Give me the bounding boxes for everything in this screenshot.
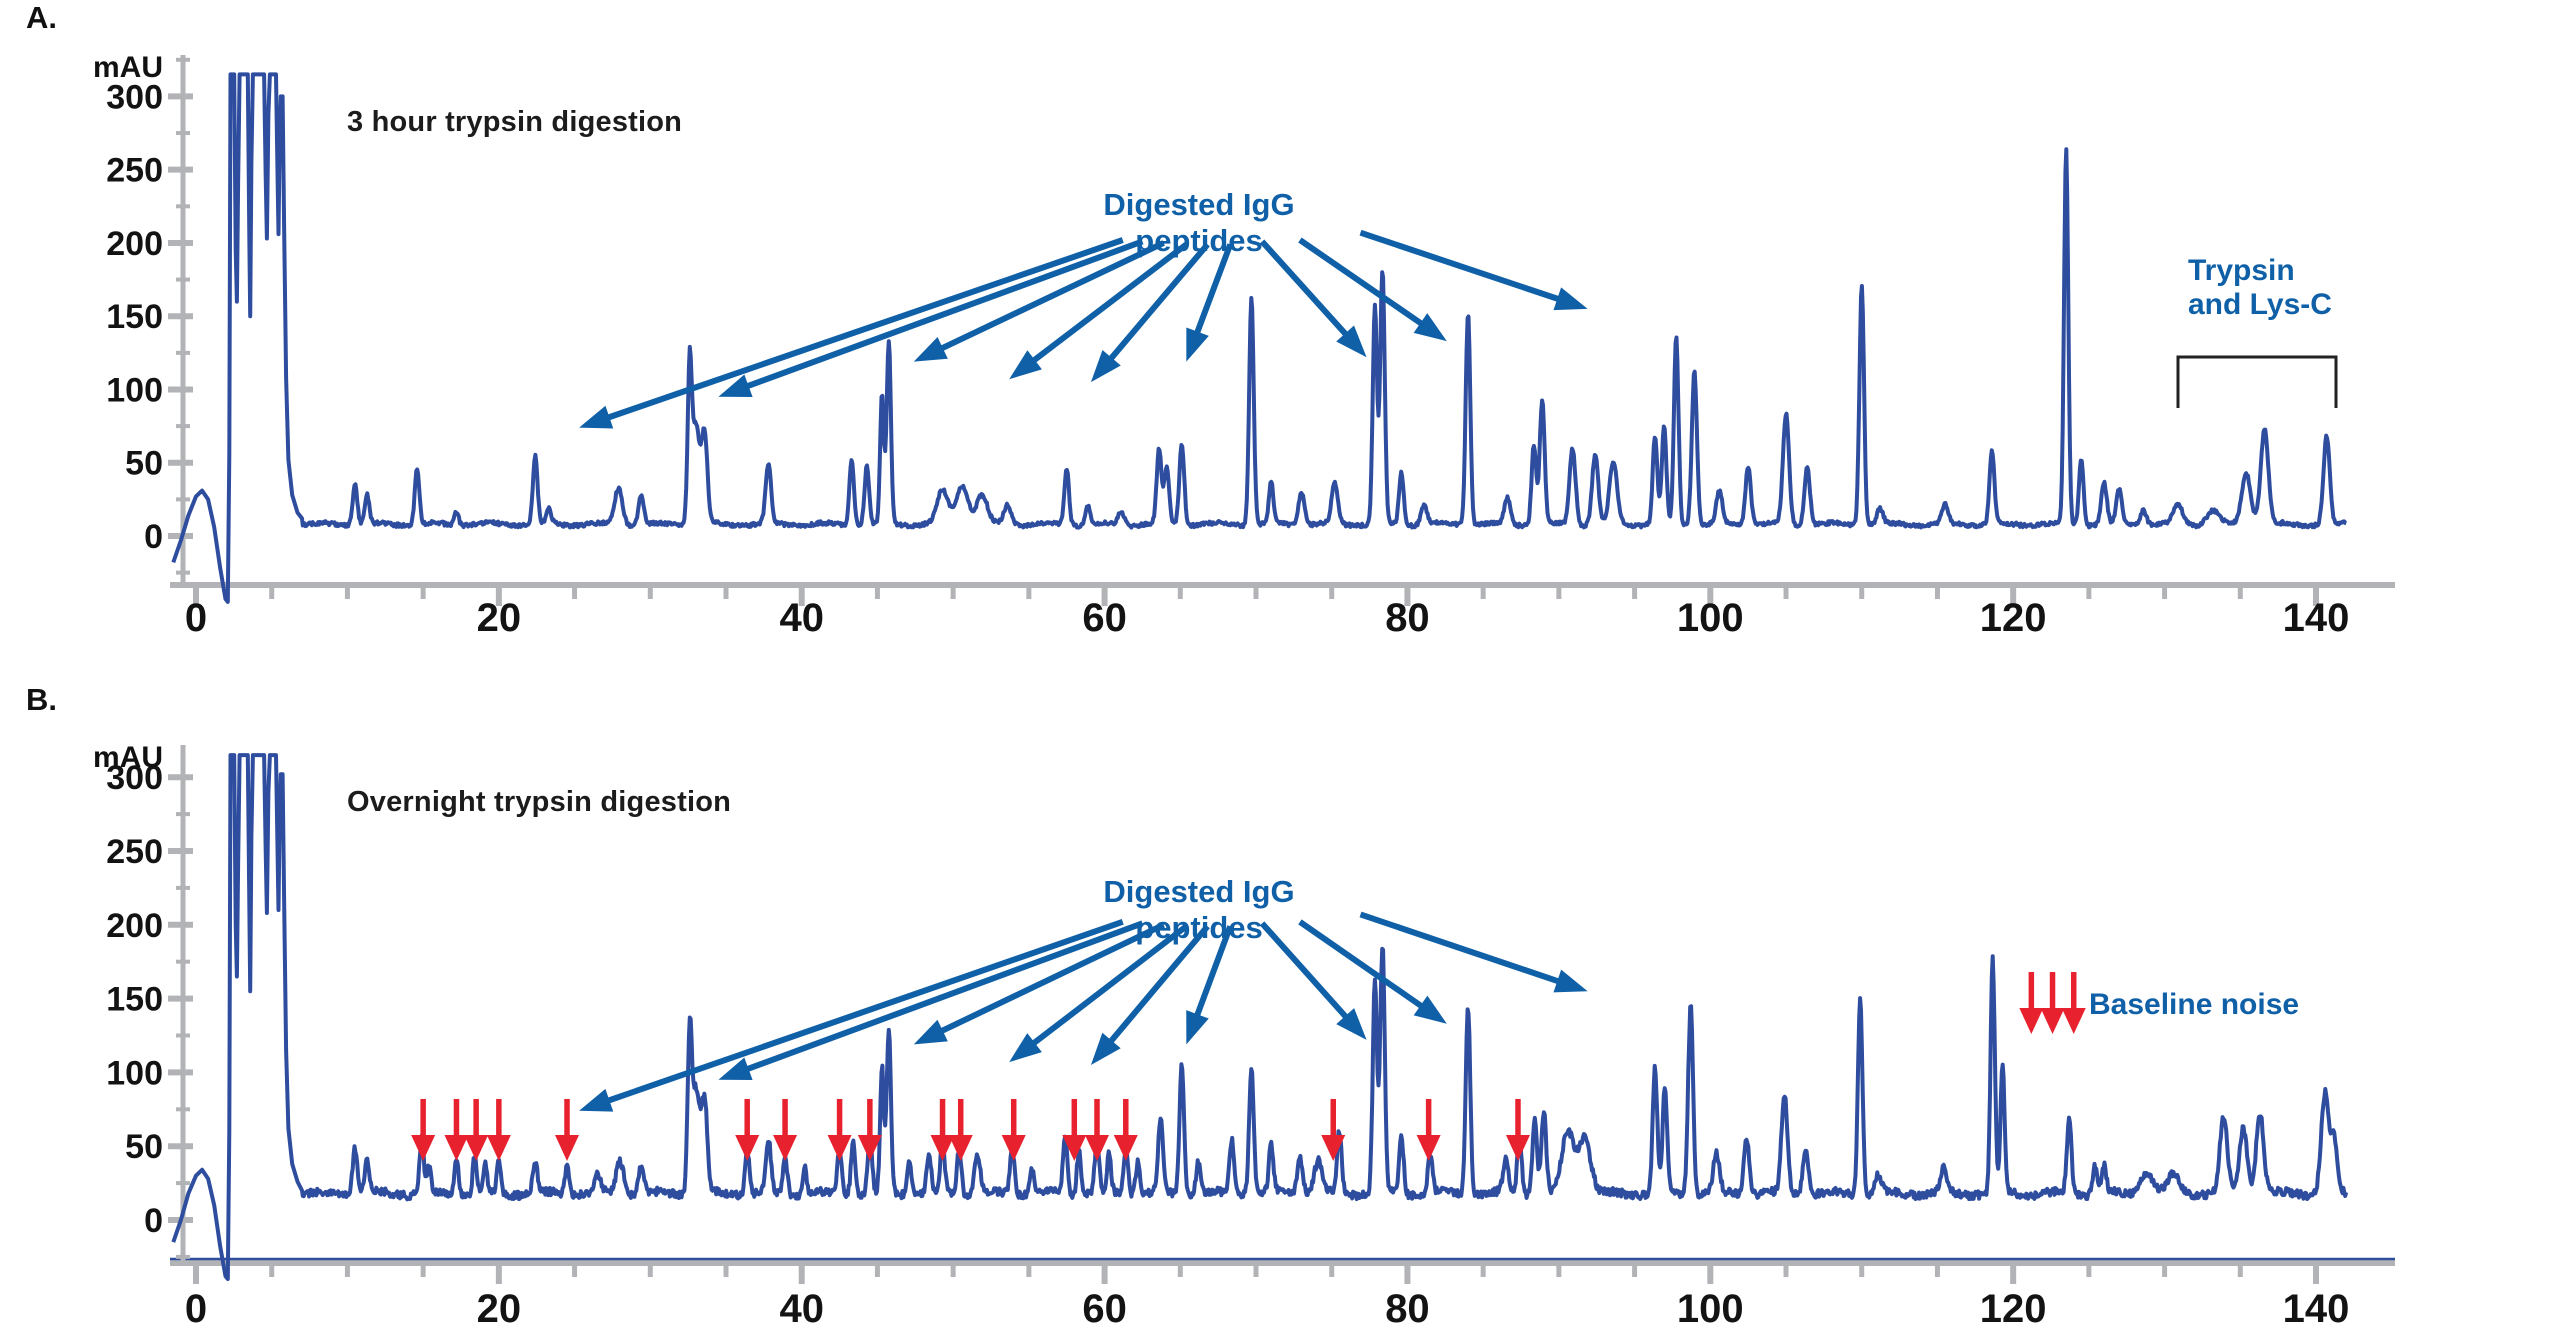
- red-peak-arrows: [411, 1098, 1530, 1161]
- panel-a-plot: 300 250 200 150 100 50 0 0 20 40 60 80 100 120 140: [106, 55, 2395, 640]
- digested-peptide-arrow: [1259, 239, 1367, 358]
- digested-peptide-arrow: [579, 919, 1124, 1112]
- red-down-arrow: [464, 1098, 489, 1161]
- y-tick-label: 100: [106, 371, 163, 409]
- red-down-arrow: [948, 1098, 973, 1161]
- red-down-arrow: [2061, 972, 2086, 1035]
- trypsin-lysc-bracket: [2176, 355, 2338, 408]
- panel-b-digested-arrows: [579, 911, 1588, 1112]
- panel-a-title: 3 hour trypsin digestion: [347, 106, 683, 138]
- trypsin-lysc-line1: Trypsin: [2188, 254, 2295, 287]
- y-tick-label: 150: [106, 981, 163, 1019]
- x-tick-label: 20: [477, 596, 522, 640]
- y-tick-label: 200: [106, 225, 163, 263]
- digested-peptide-arrow: [1009, 242, 1189, 380]
- digested-peptide-arrow: [1186, 925, 1234, 1045]
- digested-peptide-arrow: [913, 922, 1165, 1045]
- panel-b-trace: [171, 753, 2349, 1281]
- digested-peptide-arrow: [1298, 237, 1447, 342]
- x-tick-label: 40: [779, 1287, 824, 1331]
- panel-b-digested-igg-label: Digested IgG peptides: [1103, 874, 1295, 945]
- red-down-arrow: [1505, 1098, 1530, 1161]
- y-tick-label: 0: [144, 518, 163, 556]
- digested-peptide-arrow: [1298, 919, 1447, 1024]
- digested-peptide-arrow: [1009, 923, 1189, 1063]
- red-down-arrow: [857, 1098, 882, 1161]
- y-tick-label: 250: [106, 152, 163, 190]
- y-tick-label: 200: [106, 907, 163, 945]
- y-tick-label: 150: [106, 298, 163, 336]
- red-down-arrow: [1001, 1098, 1026, 1161]
- digested-peptide-arrow: [1090, 924, 1210, 1066]
- x-tick-label: 100: [1677, 1287, 1744, 1331]
- digested-peptide-arrow: [1090, 242, 1210, 383]
- panel-a-trace: [171, 72, 2348, 604]
- panel-a-label: A.: [26, 0, 57, 35]
- red-down-arrow: [827, 1098, 852, 1161]
- panel-a-digested-arrows: [579, 229, 1588, 429]
- red-down-arrow: [1321, 1098, 1346, 1161]
- x-tick-label: 0: [185, 596, 207, 640]
- x-tick-label: 80: [1385, 596, 1430, 640]
- digested-peptide-arrow: [718, 238, 1144, 398]
- red-down-arrow: [735, 1098, 760, 1161]
- y-tick-label: 300: [106, 78, 163, 116]
- baseline-noise-arrows: [2019, 972, 2086, 1035]
- x-tick-label: 100: [1677, 596, 1744, 640]
- y-tick-label: 0: [144, 1202, 163, 1240]
- x-tick-label: 140: [2283, 596, 2350, 640]
- red-down-arrow: [411, 1098, 436, 1161]
- red-down-arrow: [486, 1098, 511, 1161]
- red-down-arrow: [1085, 1098, 1110, 1161]
- red-down-arrow: [1416, 1098, 1441, 1161]
- x-tick-label: 80: [1385, 1287, 1430, 1331]
- y-tick-label: 100: [106, 1054, 163, 1092]
- y-tick-label: 50: [125, 1128, 163, 1166]
- red-down-arrow: [930, 1098, 955, 1161]
- trypsin-lysc-line2: and Lys-C: [2188, 288, 2332, 321]
- y-tick-label: 50: [125, 445, 163, 483]
- digested-peptide-arrow: [1359, 229, 1588, 311]
- digested-peptide-arrow: [913, 240, 1165, 362]
- panel-b-title: Overnight trypsin digestion: [347, 786, 732, 818]
- y-tick-label: 300: [106, 759, 163, 797]
- x-tick-label: 140: [2283, 1287, 2350, 1331]
- digested-peptide-arrow: [1259, 921, 1367, 1040]
- y-tick-label: 250: [106, 833, 163, 871]
- panel-b-y-axis-unit: mAU: [92, 741, 163, 774]
- red-down-arrow: [555, 1098, 580, 1161]
- x-tick-label: 120: [1980, 1287, 2047, 1331]
- red-down-arrow: [2019, 972, 2044, 1035]
- panel-b-plot: 300 250 200 150 100 50 0 0 20 40 60 80 100 120 140: [106, 745, 2395, 1331]
- red-down-arrow: [1062, 1098, 1087, 1161]
- red-down-arrow: [2040, 972, 2065, 1035]
- x-tick-label: 120: [1980, 596, 2047, 640]
- red-down-arrow: [1113, 1098, 1138, 1161]
- x-tick-label: 60: [1082, 596, 1127, 640]
- digested-peptide-arrow: [579, 237, 1124, 429]
- red-down-arrow: [773, 1098, 798, 1161]
- panel-a-y-axis-unit: mAU: [92, 51, 163, 84]
- panel-b-label: B.: [26, 682, 57, 717]
- x-tick-label: 40: [779, 596, 824, 640]
- digested-peptide-arrow: [718, 920, 1144, 1080]
- digested-peptide-arrow: [1359, 911, 1588, 993]
- x-tick-label: 0: [185, 1287, 207, 1331]
- red-down-arrow: [444, 1098, 469, 1161]
- trypsin-lysc-label: Trypsin and Lys-C: [2188, 254, 2332, 322]
- panel-a-digested-igg-label: Digested IgG peptides: [1103, 187, 1295, 258]
- baseline-noise-label: Baseline noise: [2089, 988, 2300, 1021]
- x-tick-label: 60: [1082, 1287, 1127, 1331]
- digested-peptide-arrow: [1186, 243, 1234, 362]
- x-tick-label: 20: [477, 1287, 522, 1331]
